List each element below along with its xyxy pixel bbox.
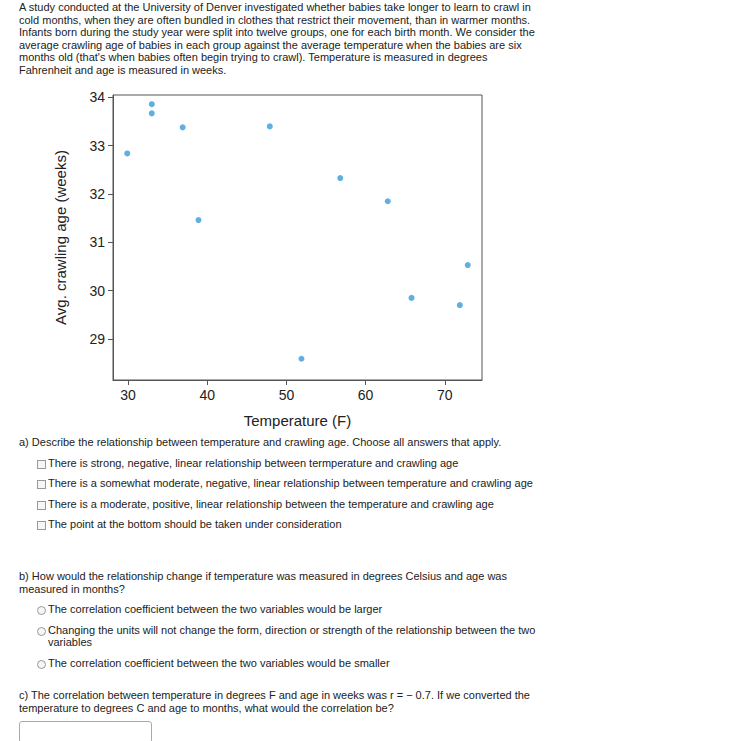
svg-text:34: 34 <box>89 89 105 105</box>
svg-text:33: 33 <box>89 138 105 154</box>
html-text:The correlation coefficient be: The correlation coefficient between the … <box>48 603 383 616</box>
html-text:There is a somewhat moderate,: There is a somewhat moderate, negative, … <box>48 477 533 490</box>
svg-text:32: 32 <box>89 186 105 202</box>
html-text:c) The correlation between tem: c) The correlation between temperature i… <box>19 689 530 714</box>
html-text:There is strong, negative, lin: There is strong, negative, linear relati… <box>48 456 459 469</box>
svg-text:30: 30 <box>89 283 105 299</box>
svg-text:30: 30 <box>120 387 136 403</box>
svg-text:60: 60 <box>358 387 374 403</box>
html-text:The point at the bottom should: The point at the bottom should be taken … <box>48 518 342 531</box>
svg-text:50: 50 <box>279 387 295 403</box>
html-text:a) Describe the relationship b: a) Describe the relationship between tem… <box>19 436 502 448</box>
svg-text:70: 70 <box>437 387 453 403</box>
svg-text:Temperature (F): Temperature (F) <box>244 412 352 429</box>
svg-text:31: 31 <box>89 234 105 250</box>
svg-text:Avg. crawling age (weeks): Avg. crawling age (weeks) <box>52 150 69 325</box>
html-text:A study conducted at the Unive: A study conducted at the University of D… <box>19 1 535 76</box>
svg-text:40: 40 <box>199 387 215 403</box>
svg-text:29: 29 <box>89 331 105 347</box>
html-text:Changing the units will not ch: Changing the units will not change the f… <box>48 623 536 649</box>
html-text:b) How would the relationship: b) How would the relationship change if … <box>19 570 507 595</box>
html-text:The correlation coefficient be: The correlation coefficient between the … <box>48 657 390 669</box>
html-text:There is a moderate, positive,: There is a moderate, positive, linear re… <box>48 497 494 510</box>
